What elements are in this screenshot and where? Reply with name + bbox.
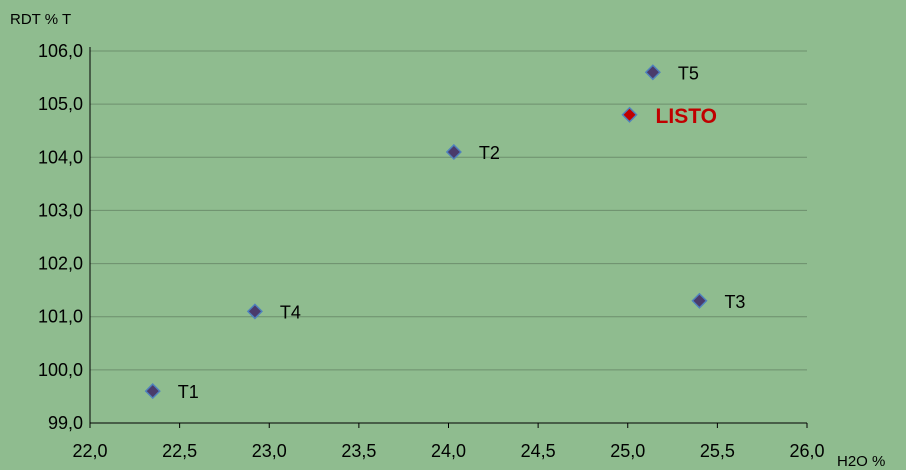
axes — [89, 47, 808, 428]
x-tick-label: 25,0 — [610, 441, 645, 461]
data-points: T1 T4 T2 LISTO T5 T3 — [144, 63, 745, 402]
y-tick-label: 100,0 — [38, 360, 83, 380]
data-point-marker — [445, 143, 462, 161]
data-point-label: T3 — [724, 292, 745, 312]
y-tick-label: 103,0 — [38, 200, 83, 220]
data-point-label: T2 — [479, 143, 500, 163]
x-axis-title: H2O % — [837, 453, 885, 470]
data-point-label: T5 — [678, 63, 699, 83]
y-tick-label: 99,0 — [48, 413, 83, 433]
x-tick-label: 23,5 — [341, 441, 376, 461]
data-point-marker — [644, 64, 661, 81]
y-tick-labels: 99,0 100,0 101,0 102,0 103,0 104,0 105,0 106,0 — [38, 41, 83, 433]
y-axis-title: RDT % T — [10, 11, 71, 28]
y-tick-label: 106,0 — [38, 41, 83, 61]
data-point-marker — [691, 292, 708, 309]
x-tick-label: 24,0 — [431, 441, 466, 461]
x-tick-label: 23,0 — [252, 441, 287, 461]
data-point-marker — [246, 303, 263, 320]
data-point-label: LISTO — [656, 105, 717, 128]
y-tick-label: 102,0 — [38, 254, 83, 274]
data-point-label: T1 — [178, 382, 199, 402]
x-tick-label: 26,0 — [789, 441, 824, 461]
x-tick-labels: 22,0 22,5 23,0 23,5 24,0 24,5 25,0 25,5 26,0 — [72, 441, 824, 461]
y-tick-label: 105,0 — [38, 94, 83, 114]
data-point-marker — [144, 383, 161, 400]
data-point-label: T4 — [280, 302, 301, 322]
y-tick-label: 101,0 — [38, 307, 83, 327]
x-tick-label: 25,5 — [700, 441, 735, 461]
x-tick-label: 22,0 — [72, 441, 107, 461]
data-point-marker — [621, 106, 638, 123]
y-tick-label: 104,0 — [38, 147, 83, 167]
gridlines — [90, 50, 807, 371]
x-tick-label: 22,5 — [162, 441, 197, 461]
x-tick-label: 24,5 — [521, 441, 556, 461]
